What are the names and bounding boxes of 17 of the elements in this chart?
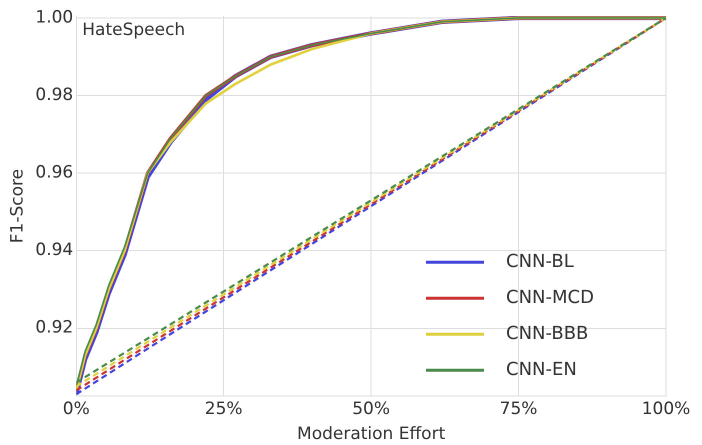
legend-label: CNN-EN xyxy=(506,358,577,380)
x-tick-label: 25% xyxy=(204,398,243,419)
y-tick-label: 0.98 xyxy=(35,84,74,105)
y-tick-label: 0.92 xyxy=(35,318,74,338)
y-tick-label: 1.00 xyxy=(35,7,74,28)
legend-label: CNN-BBB xyxy=(506,322,588,344)
y-tick-label: 0.96 xyxy=(35,162,74,183)
x-tick-label: 75% xyxy=(500,398,538,419)
annotation: HateSpeech xyxy=(82,20,186,40)
x-tick-label: 0% xyxy=(62,398,90,419)
y-axis-title: F1-Score xyxy=(8,168,28,244)
x-tick-label: 50% xyxy=(352,398,390,419)
legend-label: CNN-BL xyxy=(506,250,574,272)
x-axis-title: Moderation Effort xyxy=(297,424,446,444)
y-tick-label: 0.94 xyxy=(35,240,74,260)
legend-label: CNN-MCD xyxy=(506,286,594,308)
x-tick-label: 100% xyxy=(642,398,690,419)
